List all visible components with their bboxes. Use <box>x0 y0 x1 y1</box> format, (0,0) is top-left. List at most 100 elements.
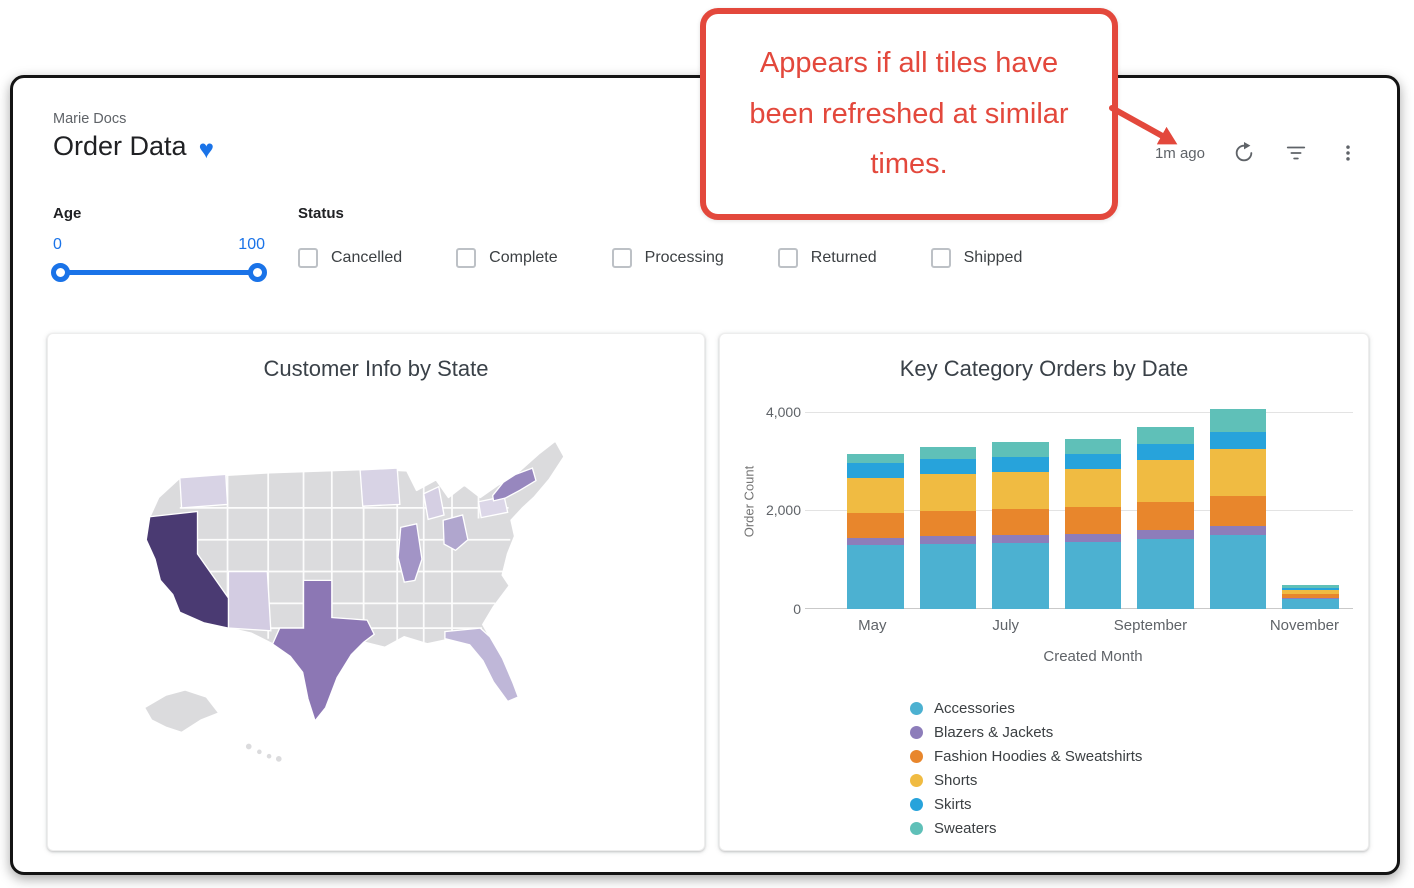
bar-segment[interactable] <box>919 536 977 544</box>
bar-segment[interactable] <box>992 509 1049 536</box>
legend-item[interactable]: Shorts <box>910 772 1142 789</box>
bar-segment[interactable] <box>919 544 977 609</box>
state-michigan[interactable] <box>422 485 445 521</box>
annotation-text: Appears if all tiles have been refreshed… <box>749 46 1069 181</box>
bar-plot-area: 4,000 2,000 0 <box>766 404 1353 617</box>
bar-segment[interactable] <box>1282 598 1340 600</box>
checkbox-box[interactable] <box>777 248 798 268</box>
bar-segment[interactable] <box>1209 449 1267 497</box>
bar-segment[interactable] <box>992 441 1049 457</box>
bar-segment[interactable] <box>1137 443 1194 461</box>
bar-july[interactable] <box>992 441 1049 609</box>
bar-segment[interactable] <box>1137 426 1194 444</box>
checkbox-label: Complete <box>489 249 558 266</box>
bar-segment[interactable] <box>1064 507 1122 534</box>
legend-dot <box>910 798 923 811</box>
bar-segment[interactable] <box>1209 535 1267 609</box>
bar-segment[interactable] <box>1282 594 1340 599</box>
bar-segment[interactable] <box>1137 529 1194 539</box>
checkbox-complete[interactable]: Complete <box>456 248 558 268</box>
bar-segment[interactable] <box>1064 439 1122 455</box>
legend-label: Shorts <box>934 772 978 789</box>
state-illinois[interactable] <box>397 523 423 583</box>
bar-segment[interactable] <box>847 477 904 514</box>
legend-item[interactable]: Sweaters <box>910 820 1142 837</box>
y-tick-label: 4,000 <box>765 404 801 420</box>
state-new-york[interactable] <box>491 467 537 502</box>
bar-november[interactable] <box>1282 585 1340 609</box>
bar-segment[interactable] <box>919 459 977 474</box>
bars-container <box>847 409 1340 609</box>
bar-segment[interactable] <box>1064 469 1122 508</box>
bar-segment[interactable] <box>919 473 977 511</box>
bar-segment[interactable] <box>1137 538 1194 609</box>
checkbox-box[interactable] <box>930 248 951 268</box>
bar-segment[interactable] <box>1209 431 1267 450</box>
kebab-menu-icon[interactable] <box>1335 140 1361 166</box>
legend-dot <box>910 726 923 739</box>
checkbox-shipped[interactable]: Shipped <box>930 248 1022 268</box>
bar-segment[interactable] <box>992 456 1049 472</box>
bar-segment[interactable] <box>992 543 1049 609</box>
bar-segment[interactable] <box>847 513 904 538</box>
slider-handle-max[interactable] <box>248 263 267 282</box>
state-ohio[interactable] <box>442 514 469 552</box>
bar-october[interactable] <box>1209 409 1267 609</box>
bar-segment[interactable] <box>919 446 977 460</box>
state-hawaii[interactable] <box>245 743 282 762</box>
checkbox-processing[interactable]: Processing <box>611 248 724 268</box>
filter-icon[interactable] <box>1283 140 1309 166</box>
bar-segment[interactable] <box>1282 585 1340 588</box>
checkbox-cancelled[interactable]: Cancelled <box>298 248 402 268</box>
tile-customer-info-by-state[interactable]: Customer Info by State <box>47 333 705 851</box>
annotation-arrow-icon <box>1109 105 1178 145</box>
bar-segment[interactable] <box>1282 589 1340 595</box>
slider-track[interactable] <box>59 270 259 275</box>
bar-segment[interactable] <box>1064 533 1122 542</box>
checkbox-returned[interactable]: Returned <box>777 248 877 268</box>
bar-september[interactable] <box>1137 426 1194 609</box>
bar-may[interactable] <box>847 453 904 609</box>
bar-segment[interactable] <box>1137 501 1194 530</box>
checkbox-box[interactable] <box>298 248 318 268</box>
bar-segment[interactable] <box>847 463 904 478</box>
breadcrumb[interactable]: Marie Docs <box>53 111 127 127</box>
bar-segment[interactable] <box>1282 599 1340 609</box>
bar-segment[interactable] <box>919 510 977 537</box>
bar-august[interactable] <box>1064 439 1122 609</box>
chart-legend: Accessories Blazers & Jackets Fashion Hood… <box>910 700 1142 837</box>
slider-handle-min[interactable] <box>51 263 70 282</box>
bar-segment[interactable] <box>847 453 904 464</box>
bar-segment[interactable] <box>1064 542 1122 609</box>
state-texas[interactable] <box>271 579 376 723</box>
legend-item[interactable]: Skirts <box>910 796 1142 813</box>
state-california[interactable] <box>145 510 230 629</box>
legend-dot <box>910 702 923 715</box>
bar-segment[interactable] <box>1209 409 1267 432</box>
legend-item[interactable]: Blazers & Jackets <box>910 724 1142 741</box>
legend-item[interactable]: Fashion Hoodies & Sweatshirts <box>910 748 1142 765</box>
tile-key-category-orders-by-date[interactable]: Key Category Orders by Date Order Count … <box>719 333 1369 851</box>
state-alaska[interactable] <box>143 689 220 734</box>
checkbox-box[interactable] <box>456 248 477 268</box>
bar-segment[interactable] <box>1282 587 1340 590</box>
state-washington[interactable] <box>179 473 229 509</box>
bar-segment[interactable] <box>1209 525 1267 536</box>
legend-label: Sweaters <box>934 820 997 837</box>
bar-segment[interactable] <box>1209 496 1267 526</box>
age-range-slider[interactable] <box>51 262 267 282</box>
legend-item[interactable]: Accessories <box>910 700 1142 717</box>
bar-segment[interactable] <box>1137 460 1194 502</box>
bar-segment[interactable] <box>847 537 904 545</box>
state-florida[interactable] <box>444 627 520 703</box>
bar-segment[interactable] <box>847 545 904 609</box>
bar-segment[interactable] <box>1064 454 1122 470</box>
checkbox-box[interactable] <box>611 248 632 268</box>
state-arizona[interactable] <box>227 570 272 632</box>
bar-june[interactable] <box>919 446 977 609</box>
state-minnesota[interactable] <box>359 467 401 507</box>
bar-segment[interactable] <box>992 535 1049 543</box>
refresh-icon[interactable] <box>1231 140 1257 166</box>
bar-segment[interactable] <box>992 471 1049 510</box>
us-choropleth-map[interactable] <box>93 416 659 796</box>
